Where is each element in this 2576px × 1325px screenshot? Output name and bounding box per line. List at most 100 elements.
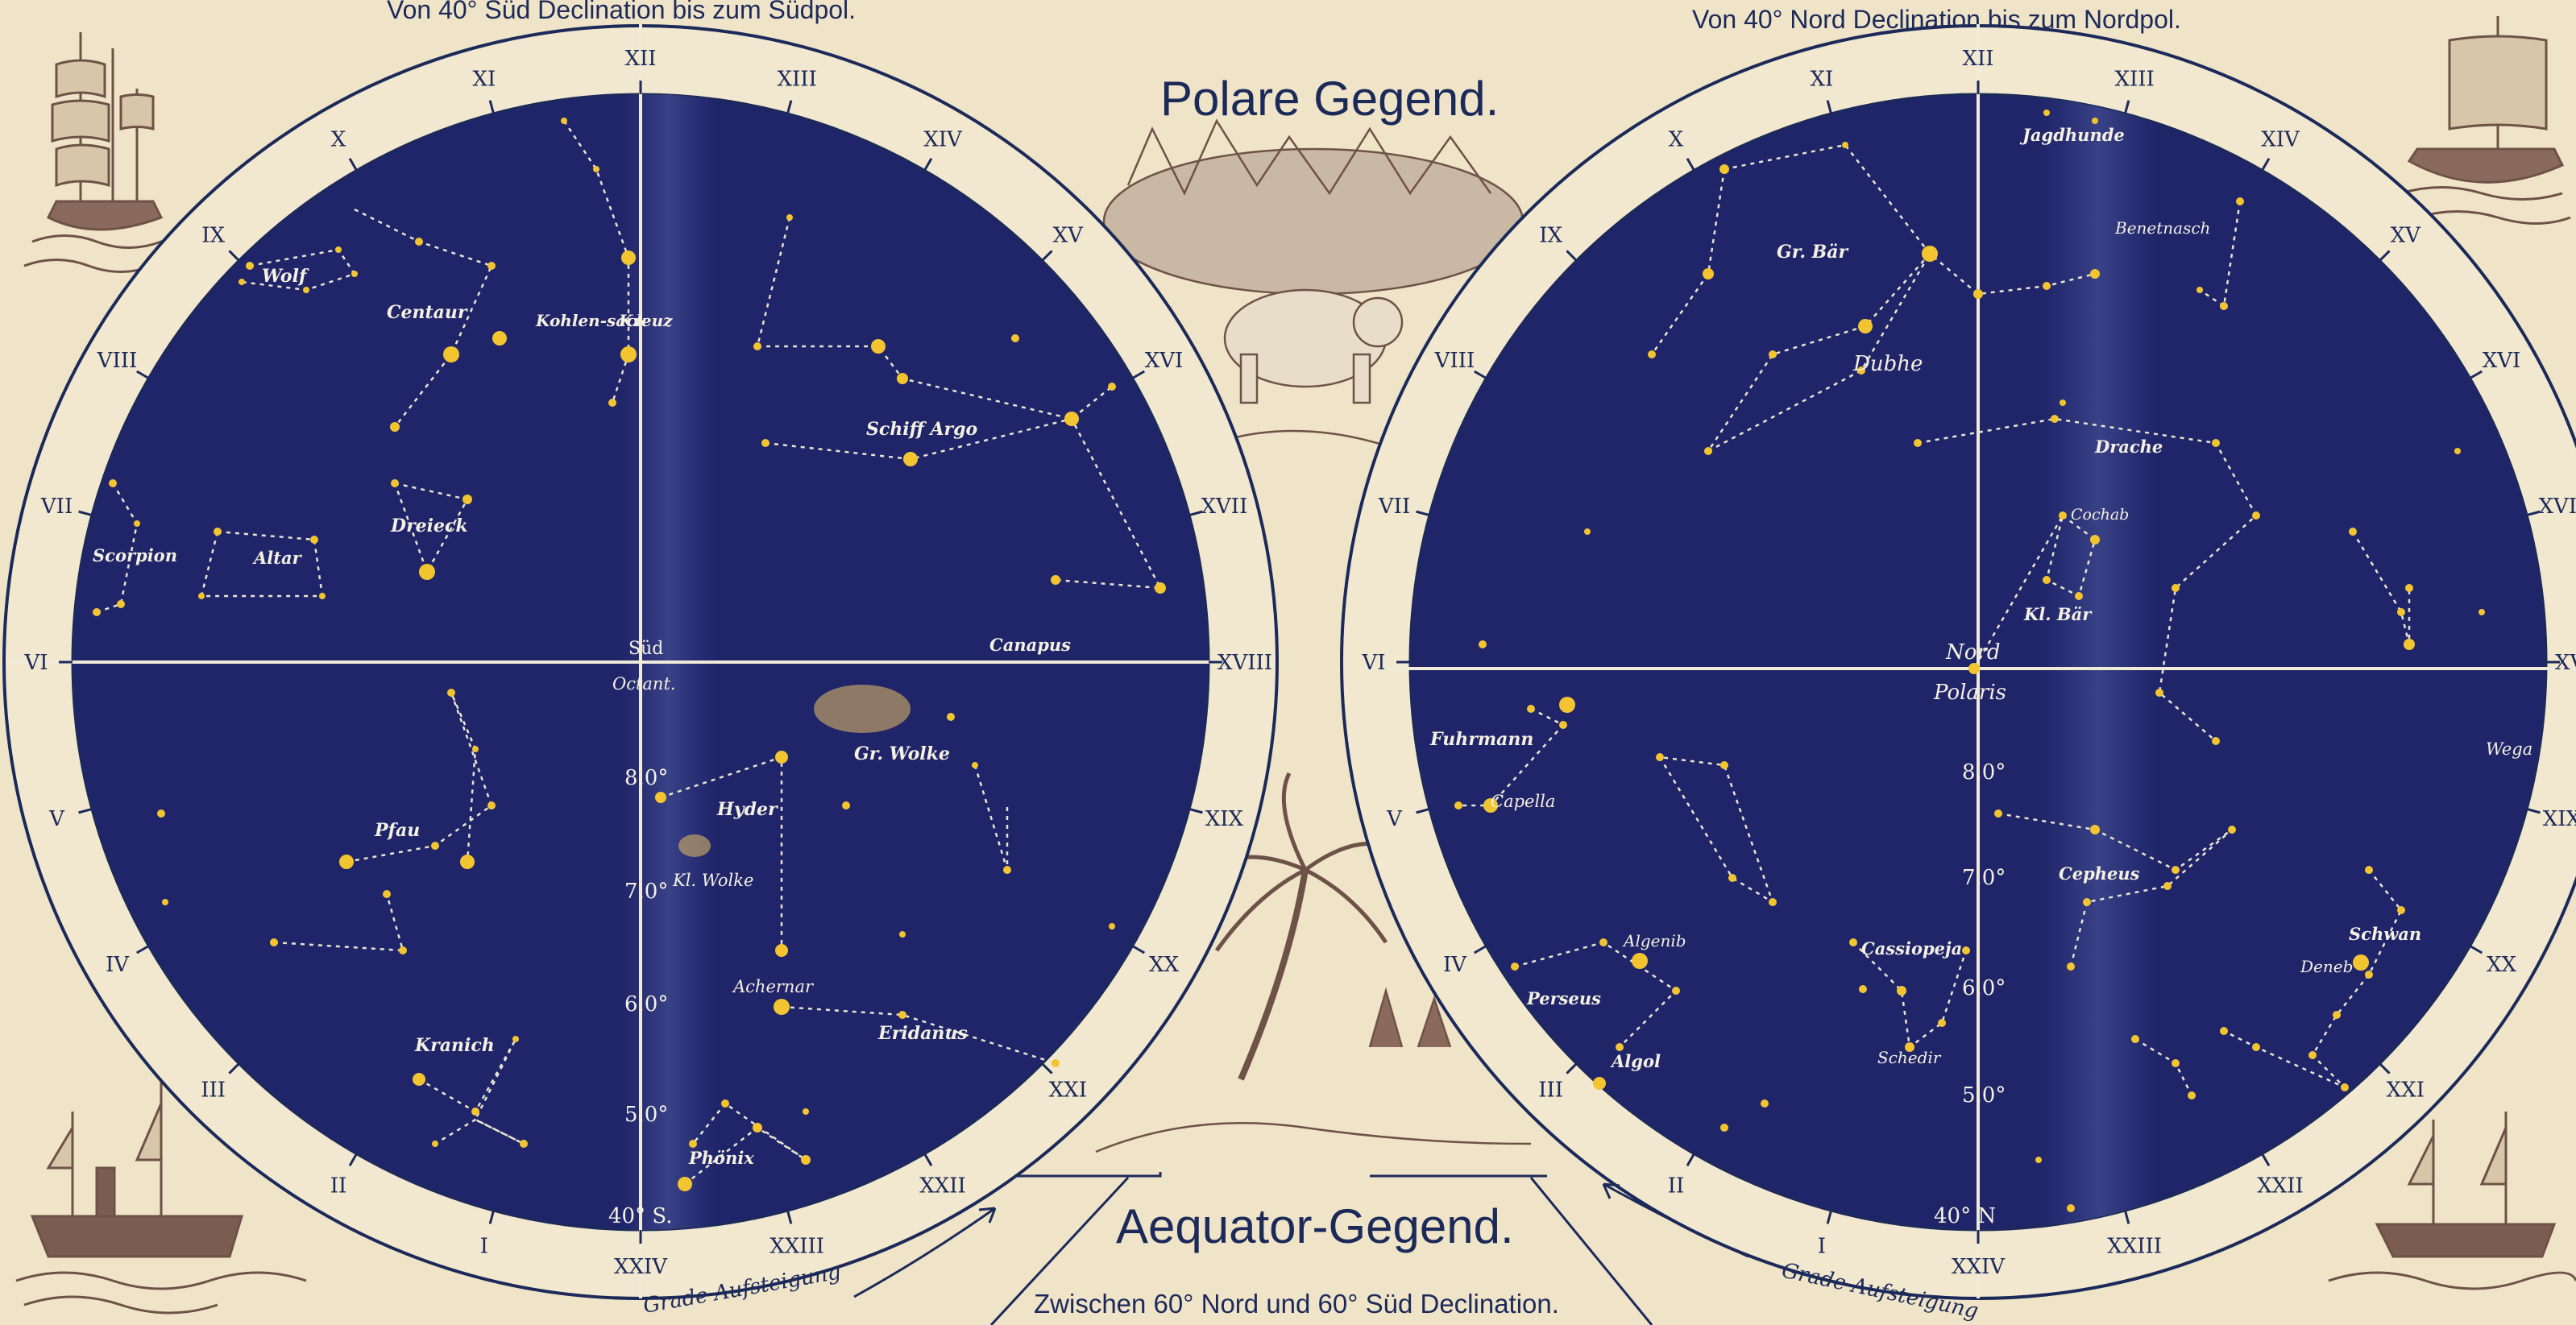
south-star — [460, 855, 475, 869]
south-hour-xii: XII — [624, 47, 656, 71]
south-star — [319, 593, 326, 599]
label-algol: Algol — [1610, 1051, 1661, 1071]
south-star — [689, 1140, 697, 1148]
south-star — [621, 251, 636, 265]
north-hour-xxiv: XXIV — [1952, 1255, 2006, 1279]
north-hour-v: V — [1386, 807, 1403, 831]
north-star — [2188, 1091, 2196, 1099]
north-star — [2131, 1035, 2139, 1043]
north-hour-xii: XII — [1962, 47, 1993, 71]
north-hour-vii: VII — [1378, 495, 1410, 519]
label-drache: Drache — [2094, 437, 2163, 457]
label-gr-baer: Gr. Bär — [1777, 242, 1849, 263]
south-star — [487, 801, 496, 809]
north-star — [2212, 737, 2220, 745]
south-hour-xiv: XIV — [923, 127, 963, 151]
south-star — [463, 495, 472, 504]
label-wolf: Wolf — [262, 266, 309, 287]
south-milky-way — [620, 89, 717, 1240]
south-star — [419, 564, 435, 580]
north-hour-vi: VI — [1361, 651, 1385, 675]
south-star — [1108, 383, 1116, 391]
south-star — [117, 600, 125, 608]
north-star — [1769, 350, 1777, 358]
south-star — [246, 262, 254, 270]
north-star — [1962, 946, 1970, 954]
south-star — [774, 999, 790, 1015]
north-star — [1616, 1043, 1624, 1051]
label-kl-wolke: Kl. Wolke — [672, 871, 753, 890]
north-hour-xi: XI — [1810, 68, 1833, 92]
south-hour-xi: XI — [472, 68, 496, 92]
north-star — [2397, 906, 2405, 914]
north-sky-map: XIIXIIIXIVXVXVIXVIIXVIIIXIXXXXXIXXIIXXII… — [1342, 24, 2576, 1298]
label-kl-baer: Kl. Bär — [2023, 604, 2093, 624]
north-star — [2341, 1083, 2349, 1091]
north-star — [1599, 938, 1607, 946]
north-decl-80: 8.0° — [1962, 760, 2006, 785]
north-star — [1704, 447, 1712, 455]
south-star — [753, 342, 761, 350]
label-schiff-argo: Schiff Argo — [866, 419, 977, 440]
south-star — [391, 479, 399, 487]
north-star — [2252, 1043, 2260, 1051]
north-star — [1858, 319, 1873, 333]
south-hour-x: X — [331, 127, 346, 151]
south-hour-xxiii: XXIII — [769, 1234, 824, 1258]
label-hyder: Hyder — [716, 799, 778, 820]
south-star — [239, 279, 245, 285]
south-hour-xx: XX — [1149, 953, 1180, 977]
south-hour-xxiv: XXIV — [614, 1255, 668, 1279]
equator-title-frame — [1015, 1172, 1547, 1176]
south-hour-xxii: XXII — [919, 1174, 966, 1199]
south-star — [786, 214, 793, 221]
north-star — [2035, 1157, 2042, 1163]
south-star — [842, 801, 850, 809]
north-star — [1632, 953, 1648, 969]
north-star — [2172, 1059, 2180, 1067]
south-star — [561, 118, 567, 124]
north-star — [2353, 954, 2369, 971]
label-fuhrmann: Fuhrmann — [1429, 729, 1533, 750]
equator-title-frame-sides — [991, 1178, 1652, 1325]
north-hour-viii: VIII — [1434, 349, 1475, 373]
label-deneb: Deneb — [2300, 957, 2353, 976]
south-hour-i: I — [480, 1234, 488, 1258]
south-star — [162, 899, 168, 905]
south-star — [431, 842, 439, 850]
north-star — [1849, 938, 1857, 946]
label-centaur: Centaur — [387, 302, 468, 323]
south-star — [303, 287, 309, 293]
north-star — [1859, 985, 1867, 993]
label-pfau: Pfau — [374, 820, 420, 841]
south-hour-xviii: XVIII — [1217, 651, 1272, 675]
north-hour-xvi: XVI — [2483, 349, 2521, 373]
viking-ship-engraving-top-right — [2401, 16, 2570, 224]
south-center-label: Süd — [628, 639, 663, 659]
south-star — [472, 746, 479, 752]
label-cepheus: Cepheus — [2059, 863, 2140, 884]
south-hour-xix: XIX — [1205, 807, 1244, 831]
south-hour-ii: II — [330, 1174, 347, 1199]
south-star — [947, 713, 955, 721]
south-star — [593, 166, 599, 172]
north-star — [1511, 963, 1519, 971]
south-star — [608, 399, 616, 407]
south-sky-map: XIIXIXIXVIIIVIIVIVIVIIIIIIXXIVXXIIIXXIIX… — [4, 24, 1277, 1298]
south-star — [399, 946, 407, 954]
south-star — [1011, 334, 1019, 342]
south-star — [492, 331, 507, 346]
south-star — [721, 1099, 729, 1108]
south-star — [678, 1177, 692, 1191]
south-star — [1052, 1059, 1060, 1067]
south-star — [390, 422, 400, 432]
north-hour-iv: IV — [1443, 953, 1467, 977]
south-star — [351, 271, 358, 277]
label-perseus: Perseus — [1526, 988, 1601, 1008]
south-star — [1109, 923, 1115, 930]
north-star — [1968, 663, 1980, 674]
gr-wolke-cloud — [814, 685, 911, 733]
north-star — [1938, 1019, 1946, 1027]
north-star — [1656, 753, 1664, 761]
